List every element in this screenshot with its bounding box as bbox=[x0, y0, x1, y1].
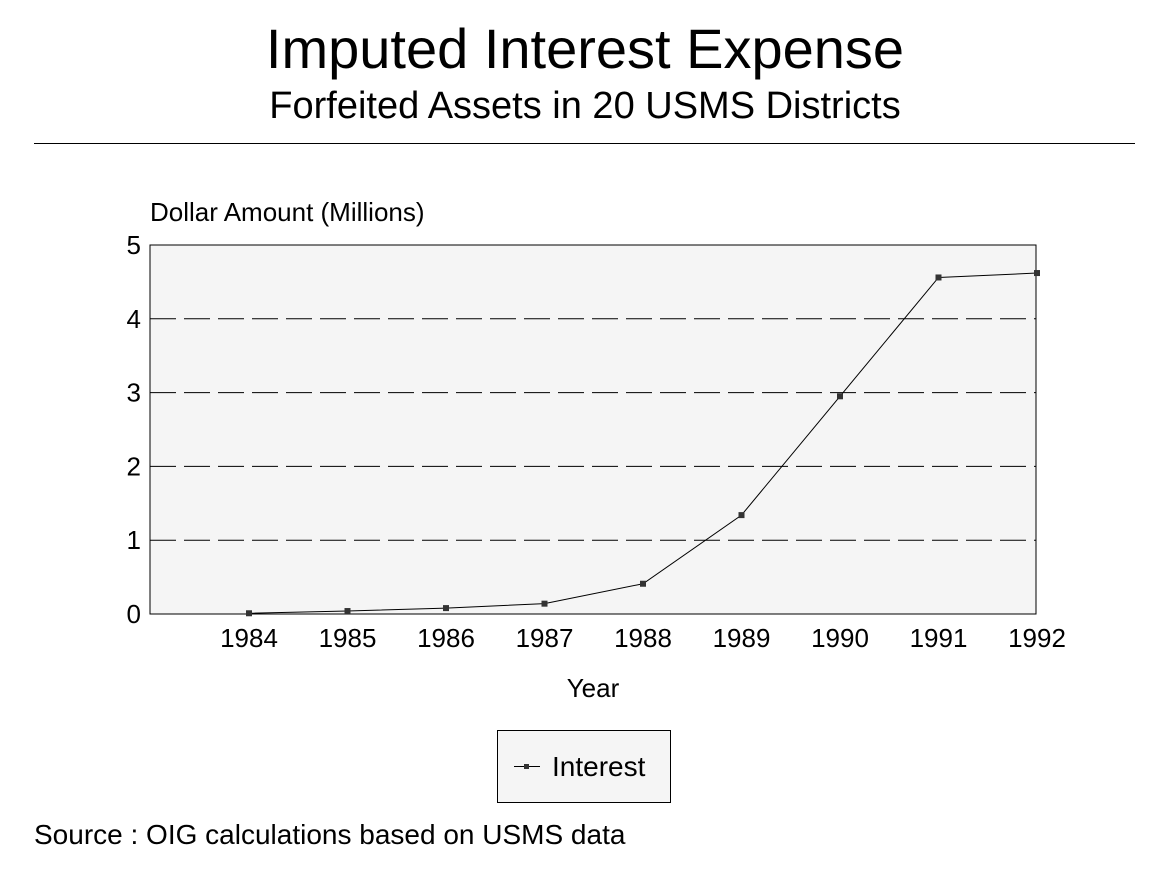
y-tick-label: 4 bbox=[127, 304, 141, 334]
x-tick-label: 1988 bbox=[614, 623, 672, 653]
plot-background bbox=[150, 245, 1036, 614]
y-tick-label: 2 bbox=[127, 451, 141, 481]
source-note: Source : OIG calculations based on USMS … bbox=[34, 819, 626, 850]
x-tick-label: 1990 bbox=[811, 623, 869, 653]
legend: Interest bbox=[497, 730, 671, 803]
chart-title: Imputed Interest Expense bbox=[265, 17, 905, 80]
plot-frame bbox=[149, 244, 1037, 615]
y-tick-label: 5 bbox=[127, 230, 141, 260]
x-tick-label: 1986 bbox=[417, 623, 475, 653]
plot-area: 0 1 2 3 4 5 Dollar Amount (Millions) 1984 1985 19… bbox=[127, 197, 1066, 703]
title-divider bbox=[34, 143, 1135, 144]
chart-subtitle: Forfeited Assets in 20 USMS Districts bbox=[269, 85, 901, 127]
data-point bbox=[1034, 270, 1040, 277]
data-point bbox=[344, 608, 351, 615]
y-tick-label: 3 bbox=[127, 378, 141, 408]
x-tick-label: 1991 bbox=[910, 623, 968, 653]
y-tick-label: 1 bbox=[127, 525, 141, 555]
x-tick-label: 1984 bbox=[220, 623, 278, 653]
data-point bbox=[640, 580, 646, 587]
data-point bbox=[541, 600, 548, 607]
x-tick-label: 1989 bbox=[713, 623, 771, 653]
data-point bbox=[837, 393, 843, 400]
y-tick-label: 0 bbox=[127, 599, 141, 629]
x-tick-label: 1985 bbox=[319, 623, 377, 653]
y-axis-label: Dollar Amount (Millions) bbox=[150, 197, 425, 227]
data-point bbox=[738, 512, 745, 519]
data-point bbox=[443, 605, 449, 612]
x-tick-label: 1992 bbox=[1008, 623, 1066, 653]
data-point bbox=[246, 610, 252, 617]
legend-marker-swatch bbox=[524, 764, 529, 769]
x-tick-label: 1987 bbox=[516, 623, 574, 653]
legend-label-interest: Interest bbox=[552, 751, 646, 782]
x-axis-label: Year bbox=[567, 673, 620, 703]
data-point bbox=[935, 274, 942, 281]
